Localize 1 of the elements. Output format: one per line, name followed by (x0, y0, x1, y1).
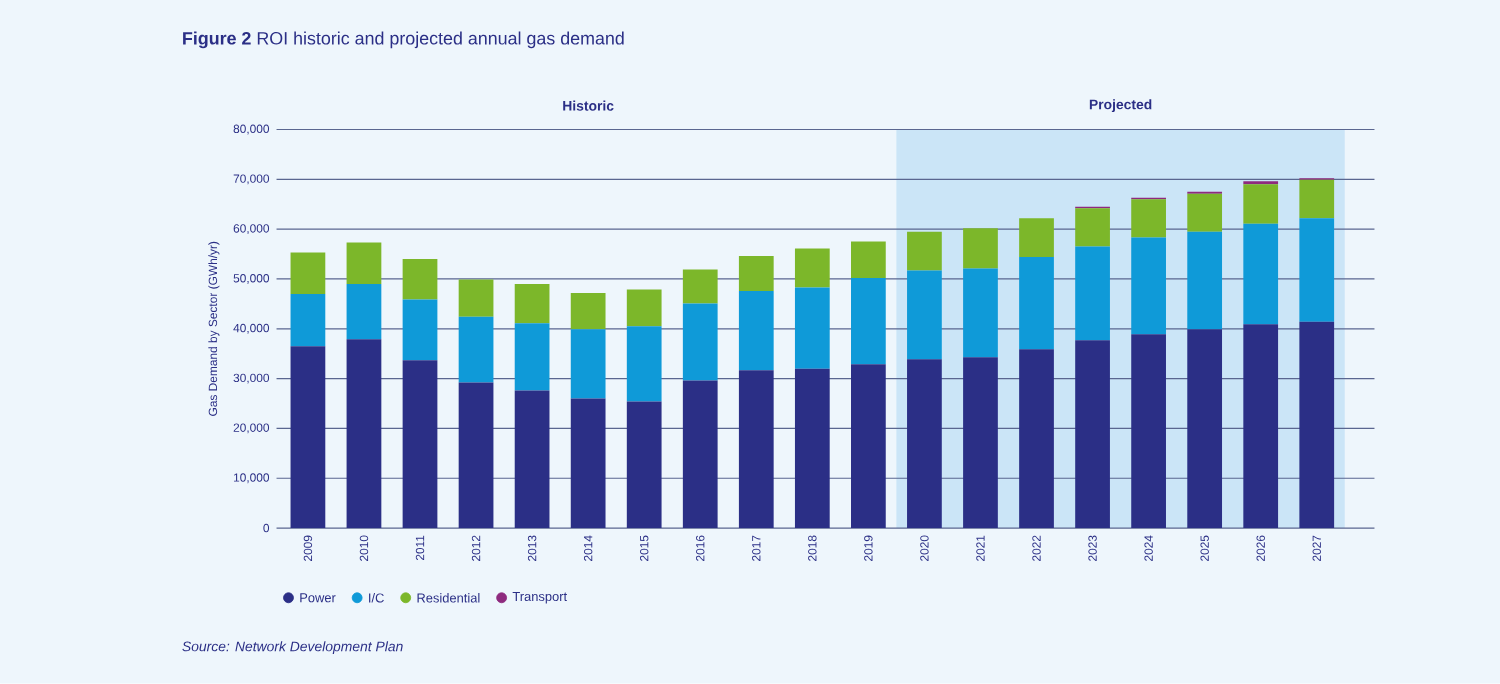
chart-title: Figure 2 ROI historic and projected annual gas demand (183, 31, 624, 49)
